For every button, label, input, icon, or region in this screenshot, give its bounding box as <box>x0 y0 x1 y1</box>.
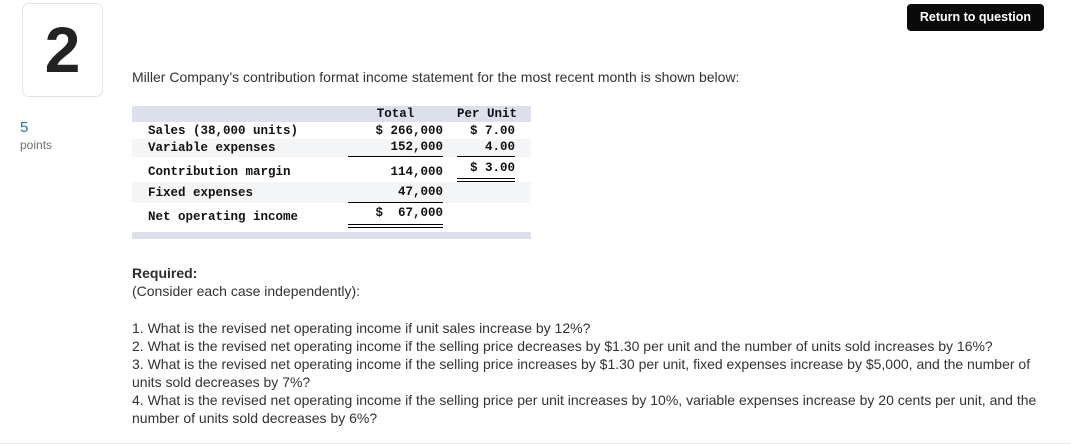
return-to-question-button[interactable]: Return to question <box>906 4 1044 31</box>
points-label: points <box>20 137 53 152</box>
table-row-contribution-margin: Contribution margin 114,000 $ 3.00 <box>132 157 531 182</box>
income-statement: Total Per Unit Sales (38,000 units) $ 26… <box>132 106 531 239</box>
question-number-box: 2 <box>22 3 103 97</box>
table-header-row: Total Per Unit <box>132 106 531 122</box>
points-indicator: 5 points <box>20 119 52 153</box>
per-unit-cell <box>457 221 515 228</box>
total-cell: 152,000 <box>348 139 443 157</box>
question-3: 3. What is the revised net operating inc… <box>132 356 1031 390</box>
required-section: Required: (Consider each case independen… <box>132 264 1052 300</box>
question-4: 4. What is the revised net operating inc… <box>132 392 1037 426</box>
total-cell: $ 67,000 <box>348 203 443 228</box>
total-cell: $ 266,000 <box>375 124 443 138</box>
row-label: Fixed expenses <box>148 186 254 200</box>
table-row-fixed-expenses: Fixed expenses 47,000 <box>132 182 531 203</box>
question-list: 1. What is the revised net operating inc… <box>132 319 1052 427</box>
table-row-variable-expenses: Variable expenses 152,000 4.00 <box>132 139 531 157</box>
header-label-cell <box>132 106 348 122</box>
points-value: 5 <box>20 119 29 136</box>
row-label: Sales (38,000 units) <box>148 124 299 138</box>
required-note: (Consider each case independently): <box>132 283 361 299</box>
question-1: 1. What is the revised net operating inc… <box>132 320 591 336</box>
total-cell: 47,000 <box>348 182 443 203</box>
intro-text: Miller Company’s contribution format inc… <box>132 69 740 85</box>
column-header-per-unit: Per Unit <box>457 107 518 121</box>
column-header-total: Total <box>376 107 415 121</box>
row-label: Net operating income <box>148 210 299 224</box>
table-row-net-operating-income: Net operating income $ 67,000 <box>132 203 531 228</box>
per-unit-cell: $ 7.00 <box>469 124 515 138</box>
table-row-sales: Sales (38,000 units) $ 266,000 $ 7.00 <box>132 122 531 139</box>
question-2: 2. What is the revised net operating inc… <box>132 338 993 354</box>
row-label: Contribution margin <box>148 165 291 179</box>
row-label: Variable expenses <box>148 141 276 155</box>
question-number: 2 <box>44 14 81 86</box>
required-label: Required: <box>132 265 198 281</box>
per-unit-cell: $ 3.00 <box>457 157 515 182</box>
question-content: Miller Company’s contribution format inc… <box>132 68 1052 427</box>
table-bottom-band <box>132 232 531 239</box>
income-statement-table: Total Per Unit Sales (38,000 units) $ 26… <box>132 106 531 228</box>
total-cell: 114,000 <box>390 165 443 179</box>
per-unit-cell: 4.00 <box>457 139 515 157</box>
